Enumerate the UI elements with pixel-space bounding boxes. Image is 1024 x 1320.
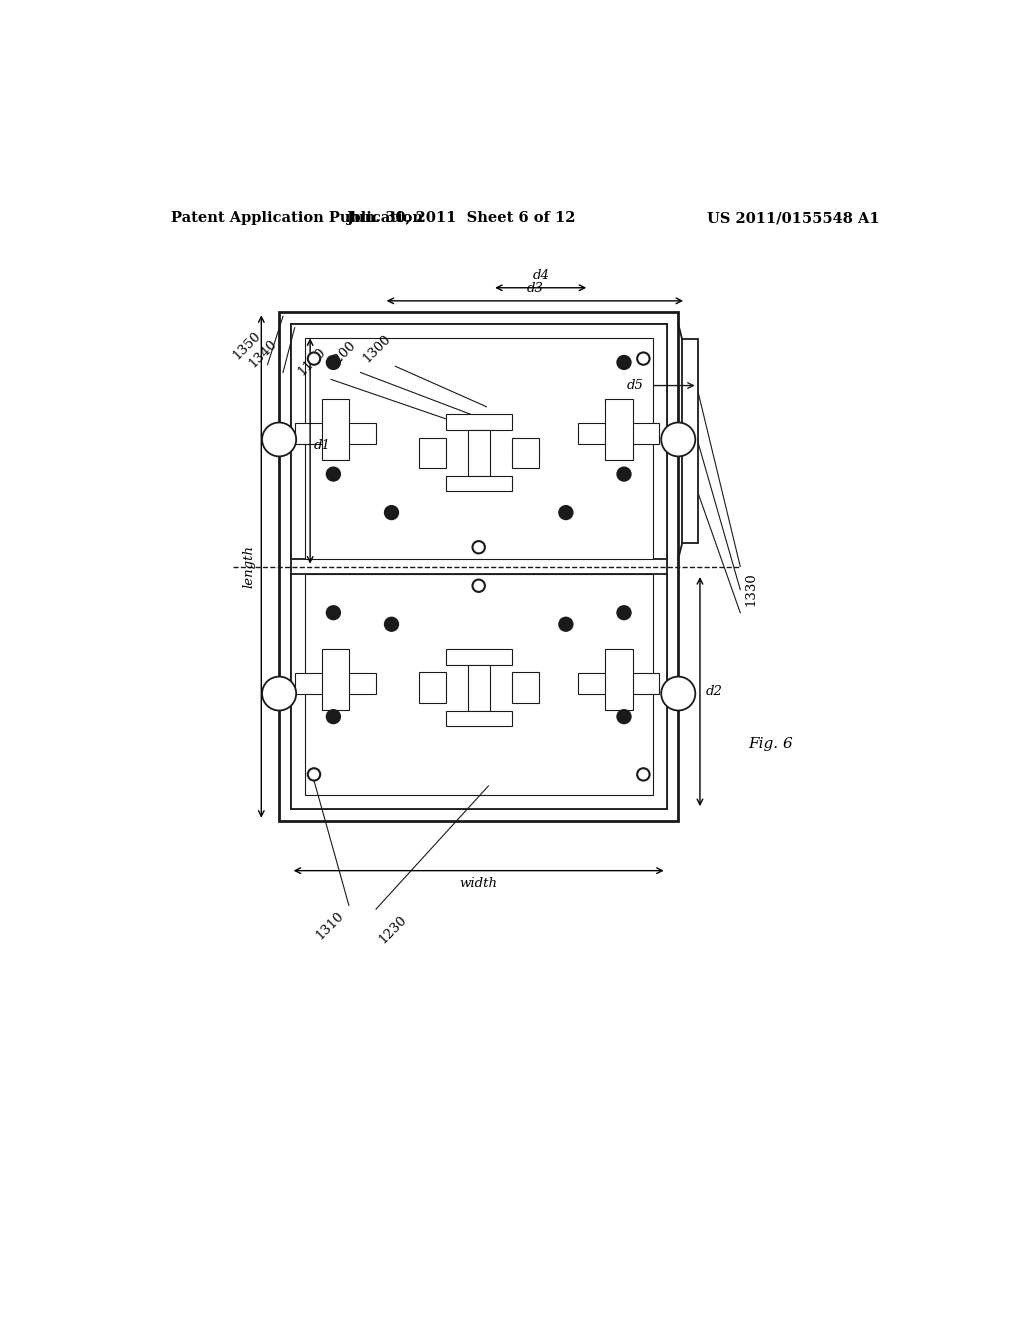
Circle shape	[559, 618, 572, 631]
Text: length: length	[242, 545, 255, 587]
Circle shape	[617, 606, 631, 619]
Bar	[682, 339, 697, 544]
Text: 1230: 1230	[376, 913, 409, 946]
Circle shape	[385, 618, 398, 631]
Bar	[468, 430, 489, 477]
Text: Jun. 30, 2011  Sheet 6 of 12: Jun. 30, 2011 Sheet 6 of 12	[347, 211, 575, 226]
Circle shape	[559, 506, 572, 520]
Bar	[419, 437, 445, 469]
Text: 1350: 1350	[230, 330, 263, 363]
Text: 1310: 1310	[313, 909, 346, 942]
Text: US 2011/0155548 A1: US 2011/0155548 A1	[708, 211, 880, 226]
Bar	[295, 673, 376, 694]
Bar	[305, 574, 652, 795]
Circle shape	[327, 467, 340, 480]
Bar	[512, 437, 539, 469]
Bar	[280, 313, 678, 821]
Text: 1340: 1340	[246, 337, 280, 370]
Bar	[605, 399, 633, 461]
Bar	[445, 414, 512, 430]
Bar	[322, 649, 349, 710]
Bar	[605, 649, 633, 710]
Circle shape	[308, 768, 321, 780]
Circle shape	[662, 422, 695, 457]
Bar	[468, 665, 489, 711]
Bar	[445, 711, 512, 726]
Circle shape	[662, 677, 695, 710]
Text: Patent Application Publication: Patent Application Publication	[171, 211, 423, 226]
Bar	[305, 338, 652, 558]
Text: 1100: 1100	[296, 345, 329, 378]
Circle shape	[385, 506, 398, 520]
Text: d3: d3	[526, 281, 544, 294]
Text: d4: d4	[532, 268, 549, 281]
Text: d2: d2	[707, 685, 723, 698]
Circle shape	[327, 710, 340, 723]
Bar	[291, 574, 667, 809]
Bar	[445, 477, 512, 491]
Bar	[322, 399, 349, 461]
Circle shape	[262, 422, 296, 457]
Text: d5: d5	[627, 379, 643, 392]
Bar	[295, 422, 376, 444]
Bar	[578, 673, 658, 694]
Circle shape	[327, 606, 340, 619]
Circle shape	[472, 541, 485, 553]
Circle shape	[262, 677, 296, 710]
Text: 1300: 1300	[360, 331, 393, 364]
Circle shape	[617, 710, 631, 723]
Bar	[578, 422, 658, 444]
Text: d1: d1	[314, 438, 331, 451]
Text: 1330: 1330	[744, 573, 757, 606]
Text: Fig. 6: Fig. 6	[748, 737, 793, 751]
Text: 1200: 1200	[326, 338, 358, 371]
Circle shape	[637, 352, 649, 364]
Circle shape	[617, 467, 631, 480]
Circle shape	[472, 579, 485, 591]
Bar	[512, 672, 539, 704]
Bar	[291, 323, 667, 558]
Bar	[291, 323, 667, 809]
Circle shape	[308, 352, 321, 364]
Bar	[419, 672, 445, 704]
Circle shape	[617, 355, 631, 370]
Bar	[445, 649, 512, 665]
Text: width: width	[460, 876, 498, 890]
Circle shape	[327, 355, 340, 370]
Circle shape	[637, 768, 649, 780]
